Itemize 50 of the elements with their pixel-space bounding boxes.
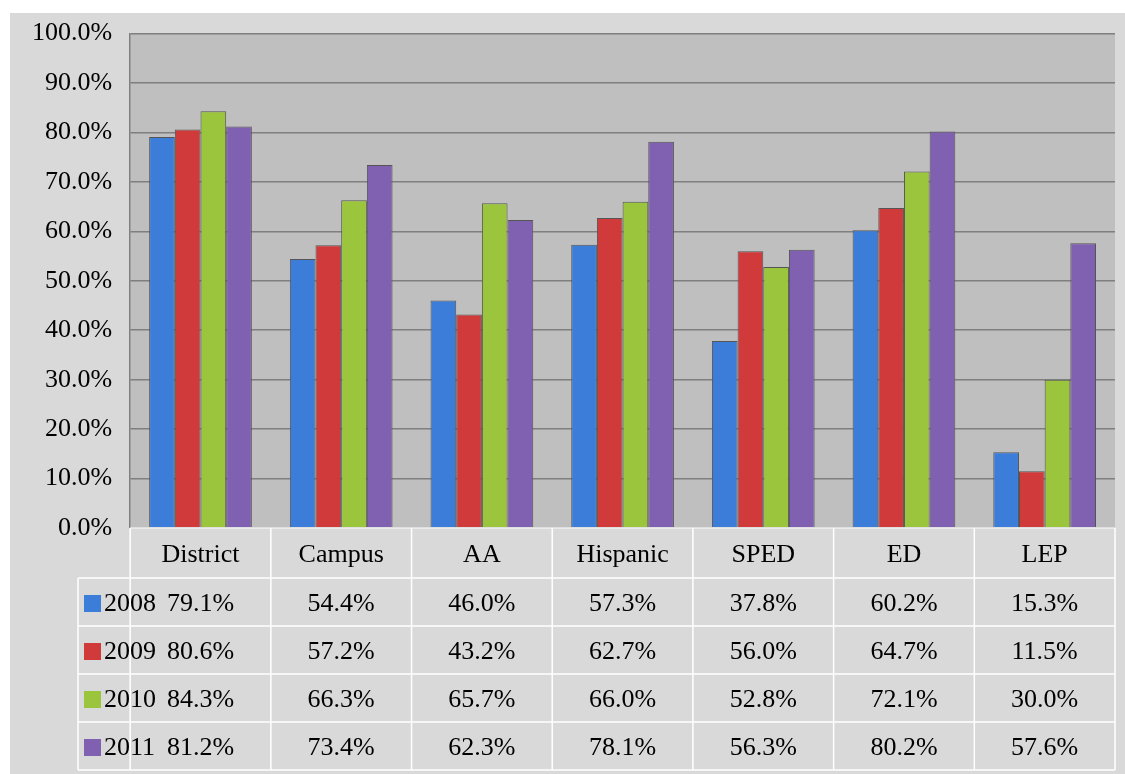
x-tick-label: Hispanic bbox=[576, 538, 669, 568]
y-tick-label: 0.0% bbox=[57, 511, 113, 541]
data-label: 62.7% bbox=[588, 635, 657, 665]
data-label: 66.3% bbox=[307, 683, 375, 713]
data-label: 72.1% bbox=[870, 683, 938, 713]
y-tick-label: 40.0% bbox=[44, 314, 113, 344]
data-label: 73.4% bbox=[307, 731, 375, 761]
data-label: 57.6% bbox=[1011, 731, 1079, 761]
legend-label: 2008 bbox=[104, 587, 156, 617]
y-tick-label: 10.0% bbox=[44, 462, 113, 492]
data-label: 46.0% bbox=[448, 587, 516, 617]
data-label: 65.7% bbox=[448, 683, 516, 713]
x-tick-label: LEP bbox=[1021, 538, 1068, 568]
data-label: 43.2% bbox=[448, 635, 516, 665]
data-label: 84.3% bbox=[166, 683, 235, 713]
y-tick-label: 90.0% bbox=[44, 66, 113, 96]
x-tick-label: District bbox=[161, 538, 241, 568]
data-label: 80.6% bbox=[166, 635, 235, 665]
data-label: 37.8% bbox=[729, 587, 797, 617]
y-tick-label: 30.0% bbox=[44, 363, 113, 393]
data-label: 80.2% bbox=[870, 731, 938, 761]
data-label: 56.3% bbox=[729, 731, 797, 761]
y-tick-label: 50.0% bbox=[44, 264, 113, 294]
data-label: 66.0% bbox=[588, 683, 657, 713]
data-label: 30.0% bbox=[1011, 683, 1079, 713]
data-label: 54.4% bbox=[307, 587, 375, 617]
data-label: 79.1% bbox=[166, 587, 235, 617]
legend-label: 2011 bbox=[104, 731, 156, 761]
data-label: 60.2% bbox=[870, 587, 938, 617]
x-tick-label: AA bbox=[463, 538, 501, 568]
data-label: 52.8% bbox=[729, 683, 797, 713]
y-tick-label: 20.0% bbox=[44, 412, 113, 442]
x-tick-label: ED bbox=[886, 538, 922, 568]
data-label: 11.5% bbox=[1011, 635, 1078, 665]
y-tick-label: 80.0% bbox=[44, 116, 113, 146]
data-label: 57.2% bbox=[307, 635, 375, 665]
data-label: 15.3% bbox=[1011, 587, 1079, 617]
legend-label: 2010 bbox=[104, 683, 156, 713]
y-tick-label: 70.0% bbox=[44, 165, 113, 195]
x-tick-label: Campus bbox=[298, 538, 384, 568]
x-tick-label: SPED bbox=[731, 538, 796, 568]
data-label: 56.0% bbox=[729, 635, 797, 665]
data-label: 62.3% bbox=[448, 731, 516, 761]
data-label: 78.1% bbox=[588, 731, 657, 761]
data-label: 81.2% bbox=[166, 731, 235, 761]
y-tick-label: 60.0% bbox=[44, 215, 113, 245]
data-label: 57.3% bbox=[588, 587, 657, 617]
data-label: 64.7% bbox=[870, 635, 938, 665]
legend-label: 2009 bbox=[104, 635, 156, 665]
y-tick-label: 100.0% bbox=[31, 17, 113, 47]
